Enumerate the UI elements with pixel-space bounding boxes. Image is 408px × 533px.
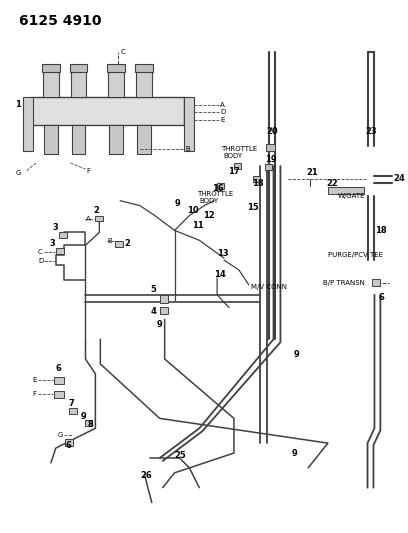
Bar xyxy=(54,377,64,384)
Text: 8: 8 xyxy=(87,420,93,429)
Text: W/GATE: W/GATE xyxy=(338,193,365,199)
Text: 5: 5 xyxy=(151,285,157,294)
Bar xyxy=(328,187,364,194)
Bar xyxy=(71,70,86,97)
Text: 4: 4 xyxy=(151,307,157,316)
Text: C: C xyxy=(121,49,126,55)
Text: 6: 6 xyxy=(378,293,384,302)
Text: 3: 3 xyxy=(53,223,59,232)
Text: 15: 15 xyxy=(247,203,259,212)
Bar xyxy=(42,64,60,72)
Text: 17: 17 xyxy=(228,166,239,175)
Text: F: F xyxy=(86,168,91,174)
Bar xyxy=(59,232,67,238)
Bar xyxy=(43,70,59,97)
Bar xyxy=(266,144,275,151)
Bar xyxy=(373,279,380,286)
Text: 25: 25 xyxy=(175,450,186,459)
Bar xyxy=(56,248,64,254)
Text: 1: 1 xyxy=(15,100,21,109)
Text: THROTTLE: THROTTLE xyxy=(221,146,257,152)
Text: D: D xyxy=(38,258,43,264)
Text: 19: 19 xyxy=(265,155,276,164)
Text: PURGE/PCV TEE: PURGE/PCV TEE xyxy=(328,252,383,258)
Text: B/P TRANSN: B/P TRANSN xyxy=(323,280,365,286)
Bar xyxy=(253,176,259,182)
Bar xyxy=(184,97,194,151)
Text: 9: 9 xyxy=(293,350,299,359)
Text: 2: 2 xyxy=(93,206,99,215)
Text: 22: 22 xyxy=(326,180,338,188)
Bar xyxy=(234,163,241,169)
Bar xyxy=(109,125,123,154)
Bar xyxy=(217,183,224,189)
Text: 2: 2 xyxy=(124,239,130,248)
Text: 6: 6 xyxy=(56,365,62,374)
Text: BODY: BODY xyxy=(199,198,218,204)
Text: B: B xyxy=(107,238,112,244)
Bar xyxy=(69,408,77,415)
Text: 20: 20 xyxy=(266,127,278,136)
Bar xyxy=(135,64,153,72)
Text: E: E xyxy=(220,117,224,123)
Text: THROTTLE: THROTTLE xyxy=(197,191,233,197)
Text: 6: 6 xyxy=(66,441,71,450)
Bar xyxy=(84,421,93,426)
Text: 9: 9 xyxy=(291,449,297,457)
Bar xyxy=(160,306,168,314)
Bar xyxy=(54,391,64,398)
Text: BODY: BODY xyxy=(223,153,242,159)
Text: B: B xyxy=(186,146,190,152)
Text: A: A xyxy=(220,102,225,108)
Text: 24: 24 xyxy=(393,174,405,183)
Text: 9: 9 xyxy=(80,412,86,421)
Text: 3: 3 xyxy=(50,239,55,248)
Bar xyxy=(136,70,152,97)
Text: G: G xyxy=(58,432,63,438)
Bar xyxy=(65,439,73,446)
Bar xyxy=(70,64,87,72)
Text: 9: 9 xyxy=(157,320,162,329)
Text: 6125 4910: 6125 4910 xyxy=(19,14,102,28)
Text: 10: 10 xyxy=(187,206,199,215)
Text: 26: 26 xyxy=(140,471,152,480)
Bar xyxy=(31,97,184,125)
Text: M/V CONN: M/V CONN xyxy=(251,284,287,290)
Text: F: F xyxy=(32,391,36,397)
Text: E: E xyxy=(32,377,36,383)
Text: D: D xyxy=(220,109,225,115)
Text: A: A xyxy=(86,215,90,222)
Text: 13: 13 xyxy=(217,248,229,257)
Text: 7: 7 xyxy=(69,399,74,408)
Text: G: G xyxy=(15,170,21,176)
Bar xyxy=(72,125,86,154)
Bar xyxy=(265,164,272,170)
Text: 9: 9 xyxy=(175,199,180,208)
Text: C: C xyxy=(38,249,43,255)
Bar xyxy=(23,97,33,151)
Bar xyxy=(160,295,168,303)
Bar xyxy=(107,64,125,72)
Text: 23: 23 xyxy=(366,127,377,136)
Text: 14: 14 xyxy=(214,270,226,279)
Bar xyxy=(44,125,58,154)
Bar xyxy=(137,125,151,154)
Bar xyxy=(108,70,124,97)
Text: 18: 18 xyxy=(252,180,264,188)
Bar xyxy=(95,215,103,222)
Text: 21: 21 xyxy=(306,168,318,177)
Text: 18: 18 xyxy=(375,226,387,235)
Bar xyxy=(115,241,123,247)
Text: 12: 12 xyxy=(203,211,215,220)
Text: 16: 16 xyxy=(212,184,224,193)
Text: 11: 11 xyxy=(192,221,204,230)
